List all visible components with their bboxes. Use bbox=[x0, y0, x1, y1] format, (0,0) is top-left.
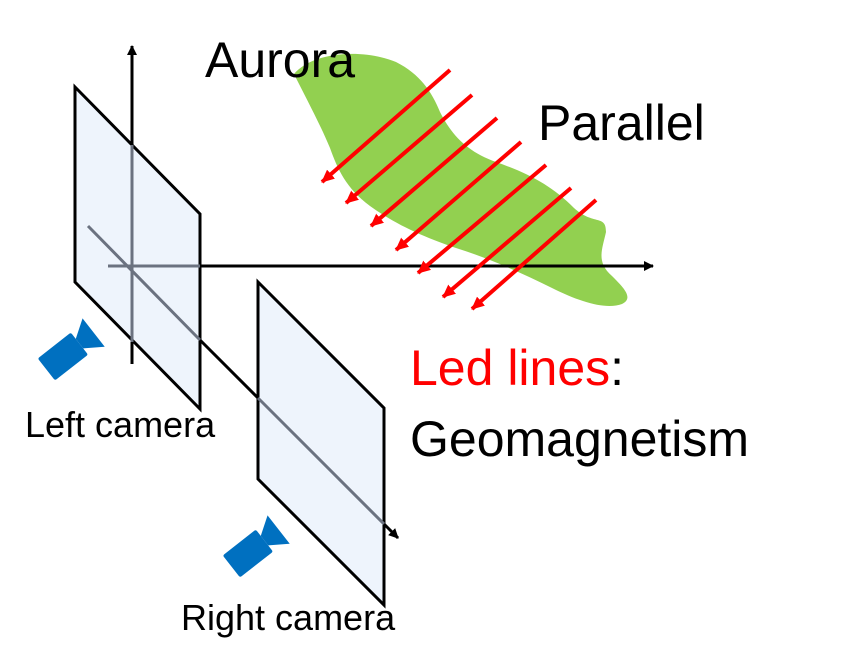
geomagnetism-label: Geomagnetism bbox=[410, 411, 749, 467]
left-camera-label: Left camera bbox=[25, 404, 216, 445]
field-line-arrow bbox=[441, 186, 573, 299]
field-line-arrow bbox=[320, 68, 452, 184]
right-image-plane bbox=[256, 278, 386, 609]
right-camera-label: Right camera bbox=[181, 597, 396, 638]
field-line-arrow bbox=[416, 163, 548, 275]
parallel-label: Parallel bbox=[538, 95, 705, 151]
led-lines-label: Led lines bbox=[410, 340, 610, 396]
depth-axis bbox=[382, 522, 400, 540]
right-camera-icon bbox=[223, 515, 290, 577]
aurora-label: Aurora bbox=[205, 32, 355, 88]
field-line-arrow bbox=[344, 93, 474, 205]
left-image-plane bbox=[73, 83, 202, 413]
field-line-arrow bbox=[369, 116, 499, 228]
hidden-depth-axis-left bbox=[86, 224, 202, 342]
hidden-depth-axis-right bbox=[256, 396, 386, 526]
geomagnetic-field-lines bbox=[320, 68, 598, 311]
field-line-arrow bbox=[470, 198, 598, 311]
led-lines-caption: Led lines: bbox=[410, 340, 624, 396]
left-camera-icon bbox=[38, 318, 105, 380]
field-line-arrow bbox=[394, 140, 523, 252]
colon-label: : bbox=[610, 340, 624, 396]
aurora-shape bbox=[294, 53, 628, 307]
depth-axis-middle bbox=[198, 338, 260, 400]
